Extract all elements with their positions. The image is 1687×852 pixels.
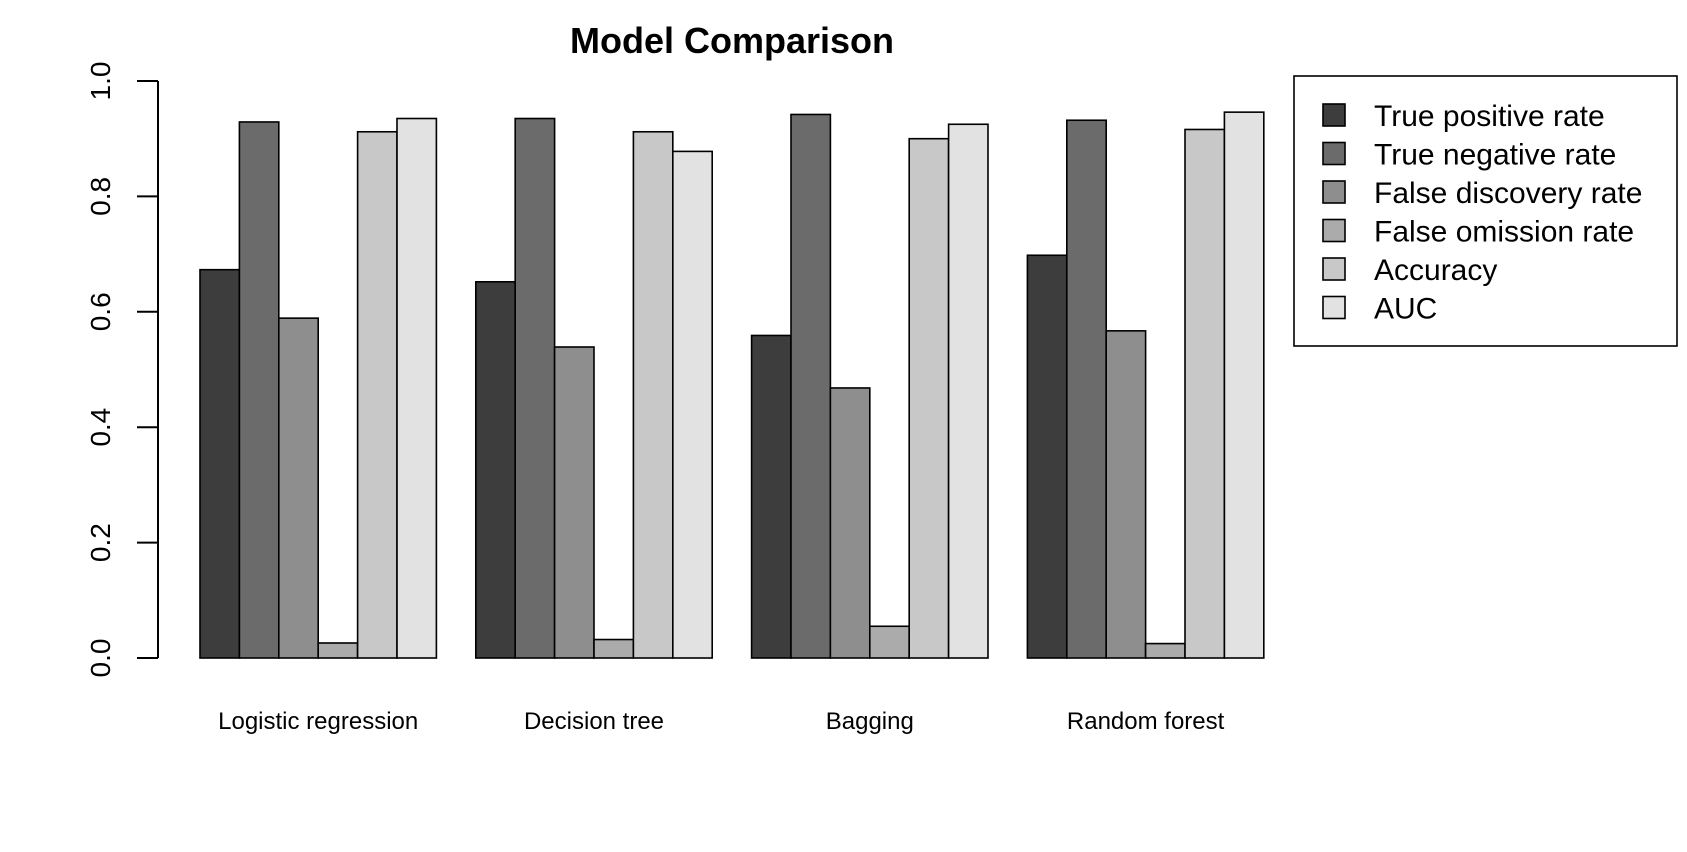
chart-title: Model Comparison: [570, 20, 894, 61]
bar: [632, 130, 674, 659]
legend-label: False omission rate: [1374, 216, 1634, 249]
category-label: Decision tree: [524, 708, 664, 735]
bar: [593, 638, 635, 659]
bar: [238, 121, 280, 659]
bar: [1184, 128, 1226, 659]
legend-label: Accuracy: [1374, 254, 1497, 287]
category-label: Logistic regression: [218, 708, 418, 735]
bar: [553, 346, 595, 659]
bar: [199, 268, 241, 659]
bar: [671, 150, 713, 659]
legend-swatch: [1322, 218, 1346, 243]
bar-group: [474, 117, 713, 659]
bar: [947, 123, 989, 659]
bar: [790, 113, 832, 659]
y-tick-label: 0.6: [85, 292, 116, 331]
y-tick-label: 0.0: [85, 639, 116, 678]
bar-group: [199, 117, 438, 659]
legend-label: AUC: [1374, 293, 1437, 326]
legend-swatch: [1322, 103, 1346, 127]
bar-group: [1026, 111, 1265, 659]
y-tick-label: 1.0: [85, 62, 116, 101]
category-label: Random forest: [1067, 708, 1225, 735]
legend: True positive rate True negative rate Fals…: [1293, 75, 1678, 347]
legend-swatch: [1322, 180, 1346, 204]
legend-swatch: [1322, 295, 1346, 320]
bar-group: [750, 113, 989, 659]
bar: [1105, 330, 1147, 659]
legend-swatch: [1322, 257, 1346, 281]
category-label: Bagging: [826, 708, 914, 735]
bar: [750, 334, 792, 659]
bar: [514, 117, 556, 659]
y-tick-label: 0.4: [85, 408, 116, 447]
legend-label: False discovery rate: [1374, 177, 1642, 210]
y-axis: 0.0 0.2 0.4 0.6 0.8 1.0: [85, 62, 159, 678]
legend-swatch: [1322, 141, 1346, 166]
y-tick-label: 0.8: [85, 177, 116, 216]
bar: [1026, 254, 1068, 659]
legend-box: [1293, 75, 1678, 347]
bar: [356, 130, 398, 659]
bar: [317, 642, 359, 659]
bar: [474, 280, 516, 659]
bar: [396, 117, 438, 659]
bar-groups: [199, 111, 1265, 659]
legend-label: True positive rate: [1374, 100, 1605, 133]
bar: [1066, 119, 1108, 659]
bar: [868, 625, 910, 659]
y-tick-label: 0.2: [85, 523, 116, 562]
bar: [1144, 642, 1186, 659]
bar: [277, 317, 319, 659]
legend-label: True negative rate: [1374, 139, 1616, 172]
category-labels: Logistic regression Decision tree Bagging R…: [218, 708, 1224, 735]
bar: [908, 137, 950, 659]
bar: [1223, 111, 1265, 659]
bar: [829, 387, 871, 659]
